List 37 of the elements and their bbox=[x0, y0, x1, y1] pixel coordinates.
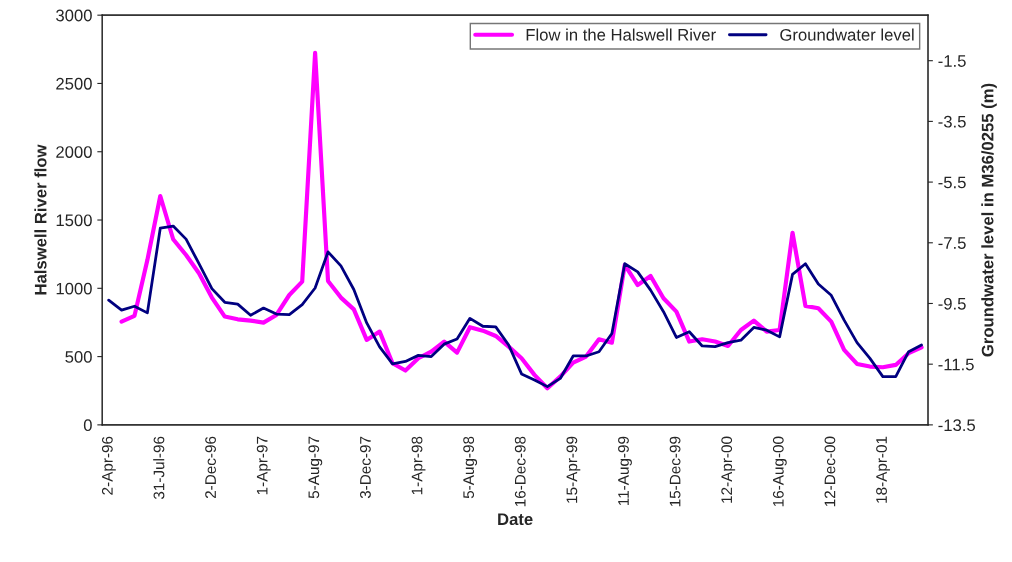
x-tick-label: 3-Dec-97 bbox=[360, 436, 371, 499]
y2-axis-title: Groundwater level in M36/0255 (m) bbox=[981, 83, 997, 357]
x-tick-label: 12-Apr-00 bbox=[721, 436, 736, 503]
x-tick-label: 5-Aug-98 bbox=[463, 436, 478, 499]
y2-tick-label: -3.5 bbox=[938, 115, 966, 128]
x-tick-label: 2-Apr-96 bbox=[101, 436, 116, 495]
x-tick-label: 5-Aug-97 bbox=[308, 436, 323, 499]
x-tick-label: 31-Jul-96 bbox=[153, 436, 165, 500]
x-tick-label: 16-Dec-98 bbox=[514, 436, 526, 507]
y-tick-label: 2500 bbox=[56, 77, 92, 90]
y-axis-title: Halswell River flow bbox=[34, 144, 47, 295]
legend-label: Flow in the Halswell River bbox=[526, 28, 716, 41]
x-tick-label: 11-Aug-99 bbox=[618, 436, 632, 506]
y-tick-label: 1000 bbox=[56, 282, 92, 295]
line-series bbox=[119, 50, 924, 391]
x-tick-label: 12-Dec-00 bbox=[824, 436, 836, 507]
y-tick-label: 1500 bbox=[56, 214, 92, 227]
y-tick-label: 3000 bbox=[56, 9, 92, 22]
y2-tick-label: -11.5 bbox=[938, 358, 974, 371]
x-tick-label: 15-Dec-99 bbox=[669, 436, 681, 507]
line-series bbox=[107, 224, 923, 389]
y2-tick-label: -5.5 bbox=[938, 176, 966, 189]
x-tick-label: 18-Apr-01 bbox=[876, 436, 890, 503]
legend-label: Groundwater level bbox=[780, 28, 914, 41]
x-axis-title: Date bbox=[498, 513, 533, 526]
y-tick-label: 2000 bbox=[56, 146, 92, 158]
x-tick-label: 1-Apr-97 bbox=[256, 436, 271, 495]
y2-tick-label: -13.5 bbox=[938, 419, 976, 432]
x-tick-label: 15-Apr-99 bbox=[566, 436, 581, 503]
x-tick-label: 2-Dec-96 bbox=[205, 436, 216, 499]
y2-tick-label: -1.5 bbox=[938, 55, 966, 67]
x-tick-label: 16-Aug-00 bbox=[772, 436, 787, 507]
y2-tick-label: -9.5 bbox=[938, 297, 966, 310]
y-tick-label: 500 bbox=[65, 350, 92, 363]
x-tick-label: 1-Apr-98 bbox=[411, 436, 426, 495]
y-tick-label: 0 bbox=[83, 419, 92, 432]
y2-tick-label: -7.5 bbox=[938, 237, 966, 249]
